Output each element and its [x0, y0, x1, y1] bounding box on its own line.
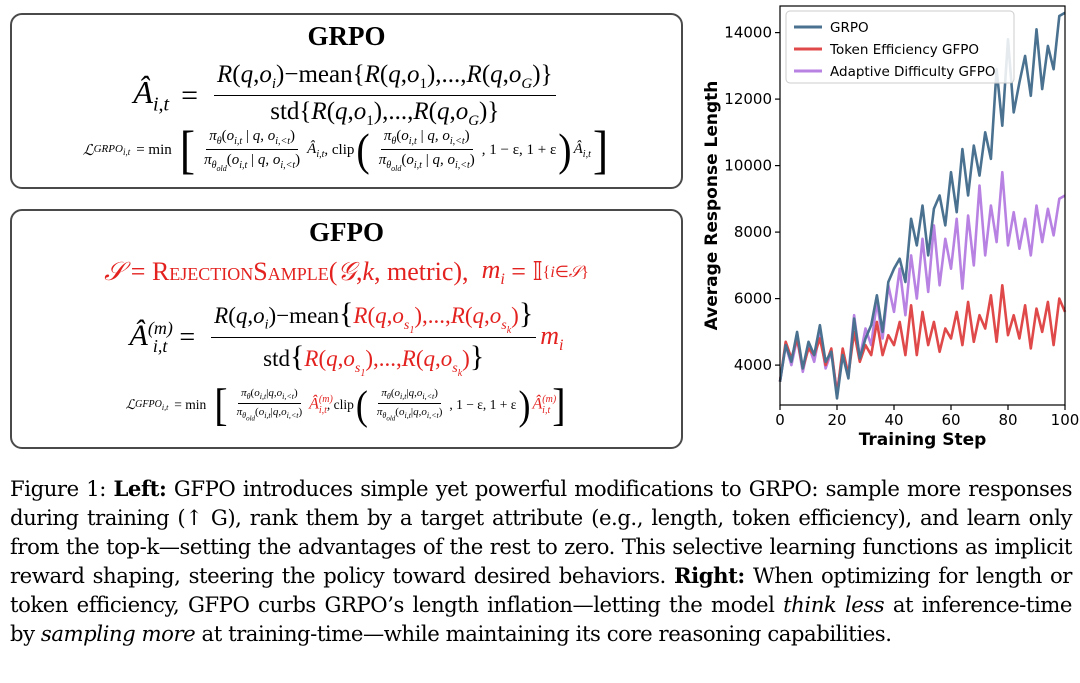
y-axis-label: Average Response Length — [702, 81, 722, 331]
gfpo-advantage-equation: Â(m)i,t = R(q,oi)−mean{R(q,os1),...,R(q,… — [129, 297, 564, 379]
x-tick-label: 20 — [827, 411, 846, 429]
legend-box — [785, 10, 1015, 84]
x-tick-label: 40 — [884, 411, 903, 429]
gfpo-selection-equation: 𝒮 = RejectionSample(𝒢, k, metric), mi = … — [104, 255, 589, 289]
plot-frame — [779, 5, 1066, 406]
y-tick-label: 4000 — [734, 356, 772, 374]
grpo-adv-denominator: std{R(q,o1),...,R(q,oG)} — [270, 98, 500, 129]
legend-label: Adaptive Difficulty GFPO — [830, 64, 996, 80]
y-tick-label: 8000 — [734, 223, 772, 241]
response-length-chart: 0 20 40 60 80 100 4000 6000 8000 10000 12000 14000 T… — [702, 5, 1080, 450]
grpo-loss-equation: ℒ GRPOi,t = min [ πθ(oi,t | q, oi,<t) πθo… — [82, 120, 609, 179]
caption-left-text: GFPO introduces simple yet powerful modi… — [10, 476, 1072, 588]
caption-right-label: Right: — [674, 563, 745, 588]
legend-label: GRPO — [830, 20, 869, 36]
y-tick-label: 6000 — [734, 290, 772, 308]
gfpo-title: GFPO — [309, 217, 384, 247]
x-tick-label: 0 — [775, 411, 785, 429]
caption-right-text: When optimizing for length or token effi… — [10, 563, 1072, 617]
y-tick-label: 14000 — [724, 24, 772, 42]
x-tick-label: 80 — [998, 411, 1017, 429]
grpo-title: GRPO — [307, 21, 386, 51]
legend-label: Token Efficiency GFPO — [829, 42, 979, 58]
x-tick-label: 60 — [941, 411, 960, 429]
series-line-grpo — [778, 11, 1066, 400]
grpo-adv-numerator: R(q,oi)−mean{R(q,o1),...,R(q,oG)} — [214, 61, 556, 96]
x-tick-label: 100 — [1051, 411, 1080, 429]
grpo-equation-box: GRPO Âi,t = R(q,oi)−mean{R(q,o1),...,R(q… — [10, 13, 683, 189]
caption-sampling-more: sampling more — [40, 621, 196, 646]
caption-think-less: think less — [783, 592, 885, 617]
grpo-advantage-equation: Âi,t = R(q,oi)−mean{R(q,o1),...,R(q,oG)}… — [12, 61, 681, 130]
gfpo-adv-numerator: R(q,oi)−mean{R(q,os1),...,R(q,osk)} — [211, 297, 537, 339]
gfpo-loss-equation: ℒ GFPOi,t = min [ πθ(oi,t|q,oi,<t) πθold(… — [125, 378, 566, 431]
y-tick-label: 10000 — [724, 157, 772, 175]
figure-caption: Figure 1: Left: GFPO introduces simple y… — [10, 474, 1072, 648]
gfpo-equation-box: GFPO 𝒮 = RejectionSample(𝒢, k, metric), … — [10, 209, 683, 449]
caption-figure-label: Figure 1: — [10, 476, 114, 501]
caption-right-text-2: at inference-time by — [10, 592, 1073, 646]
caption-right-text-3: at training-time—while maintaining its c… — [195, 621, 892, 646]
x-axis-label: Training Step — [859, 430, 987, 450]
caption-left-label: Left: — [113, 476, 167, 501]
y-tick-label: 12000 — [724, 90, 772, 108]
gfpo-adv-denominator: std{R(q,os1),...,R(q,osk)} — [263, 340, 485, 379]
